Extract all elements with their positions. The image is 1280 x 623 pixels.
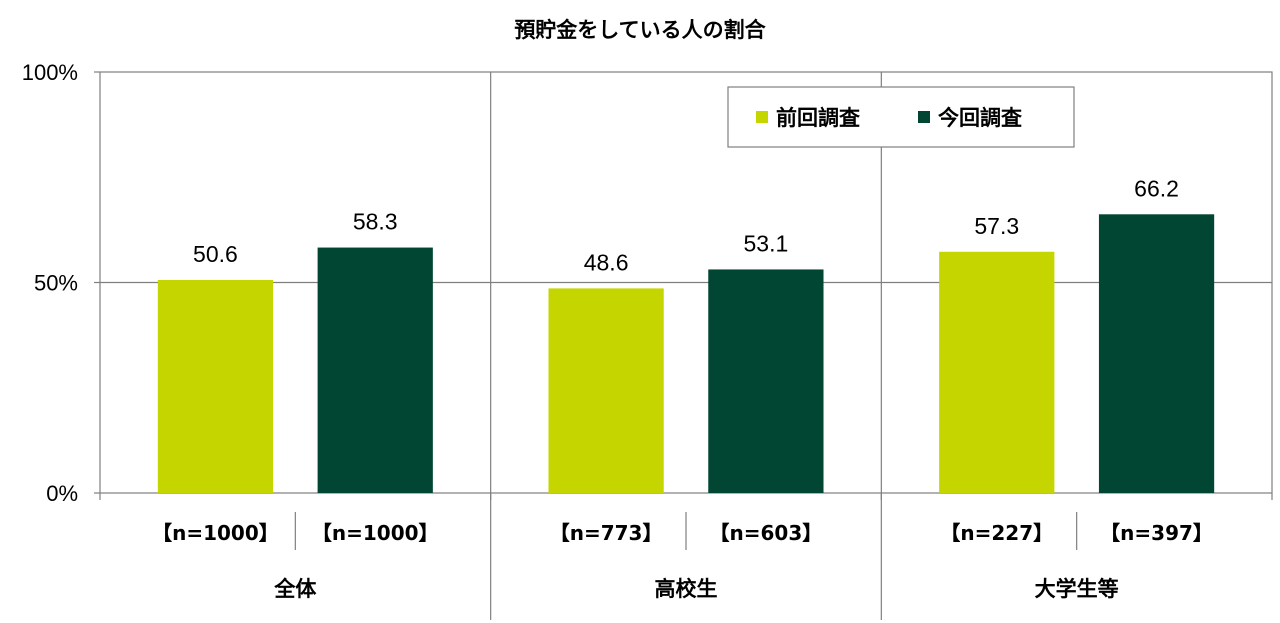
legend-label-previous: 前回調査 [776, 106, 860, 130]
category-label: 高校生 [655, 577, 718, 601]
data-label: 53.1 [744, 230, 789, 256]
bars: 50.6 58.3 48.6 53.1 57.3 66.2 [157, 175, 1215, 493]
data-label: 50.6 [193, 241, 238, 267]
data-label: 57.3 [974, 213, 1019, 239]
y-tick-label: 100% [22, 60, 78, 85]
bar-previous [548, 288, 664, 493]
chart-title: 預貯金をしている人の割合 [514, 18, 766, 42]
data-label: 66.2 [1134, 175, 1179, 201]
bar-previous [157, 279, 274, 493]
legend-swatch-current [918, 111, 930, 123]
sample-size-label: 【n=227】 [940, 521, 1053, 545]
category-label: 大学生等 [1035, 577, 1119, 601]
bar-current [708, 269, 824, 493]
sample-size-label: 【n=397】 [1100, 521, 1213, 545]
legend-swatch-previous [756, 111, 768, 123]
y-tick-label: 0% [46, 481, 78, 506]
data-label: 48.6 [584, 249, 629, 275]
sample-size-label: 【n=773】 [550, 521, 663, 545]
category-label: 全体 [273, 577, 317, 601]
sample-size-label: 【n=603】 [710, 521, 823, 545]
legend-box [727, 86, 1075, 148]
axis-labels: 0% 50% 100% 【n=1000】 【n=1000】全体 【n=773】 【n=603… [22, 60, 1213, 601]
legend: 前回調査 今回調査 [727, 86, 1075, 148]
bar-current [317, 247, 433, 493]
sample-size-label: 【n=1000】 [312, 521, 439, 545]
bar-previous [939, 251, 1055, 493]
data-label: 58.3 [353, 209, 398, 235]
bar-current [1098, 214, 1215, 493]
plot-area [94, 71, 1273, 620]
y-tick-label: 50% [34, 271, 78, 296]
sample-size-label: 【n=1000】 [152, 521, 279, 545]
legend-label-current: 今回調査 [938, 106, 1022, 130]
